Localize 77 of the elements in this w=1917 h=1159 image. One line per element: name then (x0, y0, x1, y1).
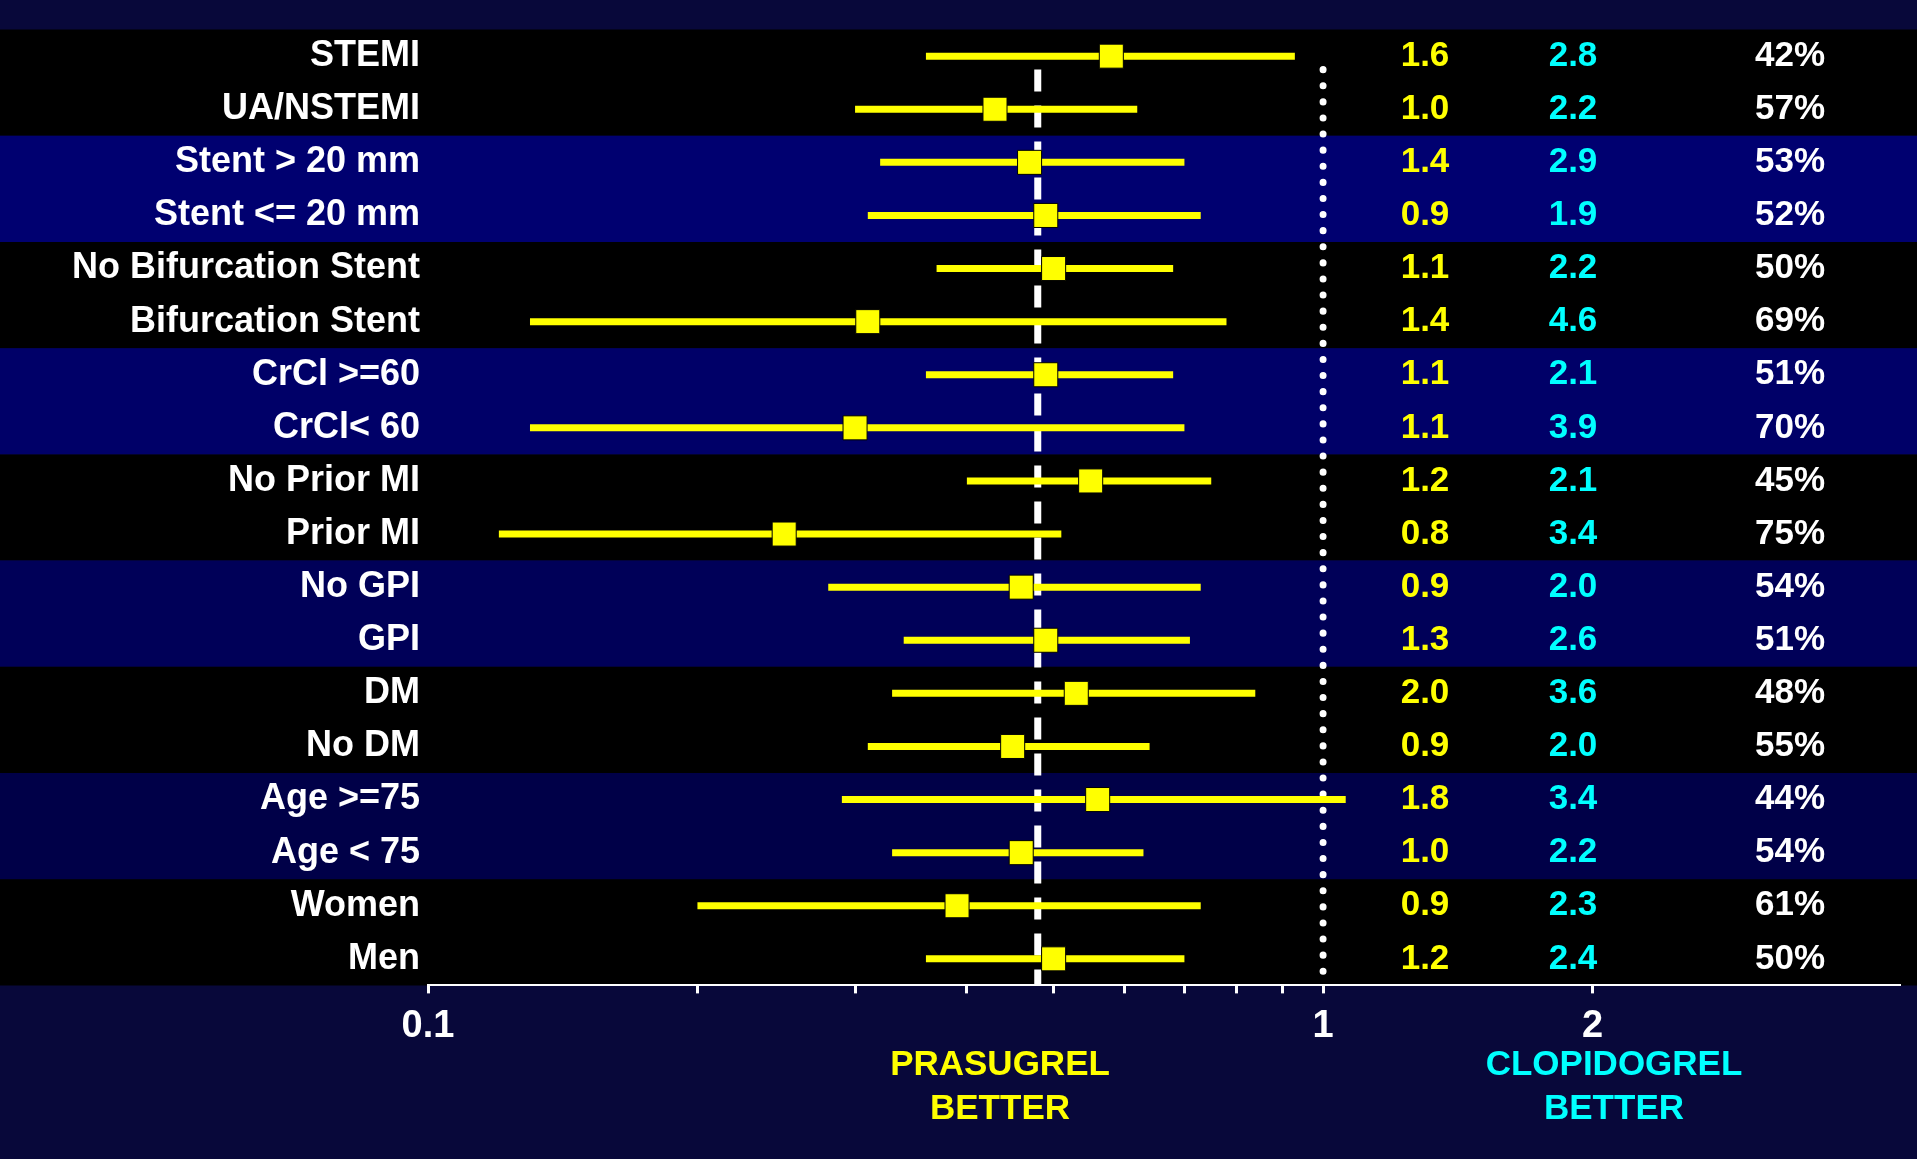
annotation: 2.2 (1548, 830, 1598, 870)
annotation: 54% (1754, 564, 1826, 604)
annotation: 54% (1754, 830, 1826, 870)
annotation: 42% (1754, 33, 1826, 73)
y-tick-label: No GPI (299, 564, 420, 606)
annotation: 48% (1754, 671, 1826, 711)
x-tick-label: 1 (1312, 1002, 1334, 1045)
annotation: 1.8 (1400, 777, 1450, 817)
annotation: 2.1 (1548, 458, 1598, 498)
annotation: 1.2 (1400, 458, 1450, 498)
annotation: 2.1 (1548, 352, 1598, 392)
annotation: 75% (1754, 511, 1826, 551)
annotation: 3.6 (1548, 671, 1598, 711)
y-tick-label: Age >=75 (259, 776, 420, 818)
annotation: 1.2 (1400, 936, 1450, 976)
annotation: 50% (1754, 246, 1826, 286)
y-tick-label: CrCl >=60 (251, 351, 420, 393)
annotation: 44% (1754, 777, 1826, 817)
annotation: 2.8 (1548, 33, 1598, 73)
annotation: 1.1 (1400, 352, 1450, 392)
annotation: 1.0 (1400, 86, 1450, 126)
y-tick-label: Stent > 20 mm (174, 139, 420, 181)
annotation: 2.0 (1400, 671, 1450, 711)
annotation: 2.6 (1548, 617, 1598, 657)
x-tick-label: 0.1 (401, 1002, 455, 1045)
annotation: 69% (1754, 299, 1826, 339)
annotation: 4.6 (1548, 299, 1598, 339)
y-tick-label: DM (364, 670, 420, 712)
annotation: 52% (1754, 193, 1826, 233)
y-tick-label: Age < 75 (270, 829, 420, 871)
y-tick-label: CrCl< 60 (272, 404, 420, 446)
y-tick-label: No DM (306, 723, 420, 765)
annotation: 1.1 (1400, 405, 1450, 445)
annotation: 51% (1754, 617, 1826, 657)
y-tick-label: Bifurcation Stent (129, 298, 420, 340)
annotation: 51% (1754, 352, 1826, 392)
annotation: 3.4 (1548, 777, 1598, 817)
annotation: 57% (1754, 86, 1826, 126)
annotation: 55% (1754, 724, 1826, 764)
annotation: 2.2 (1548, 246, 1598, 286)
annotation: 45% (1754, 458, 1826, 498)
annotation: 0.9 (1400, 724, 1450, 764)
y-tick-label: Prior MI (285, 510, 420, 552)
annotation: 1.4 (1400, 140, 1450, 180)
annotation: 2.0 (1548, 724, 1598, 764)
text: CLOPIDOGREL BETTER (1485, 1043, 1743, 1127)
y-tick-label: No Prior MI (227, 457, 420, 499)
y-tick-label: STEMI (309, 33, 420, 75)
y-tick-label: Men (348, 935, 420, 977)
annotation: 1.3 (1400, 617, 1450, 657)
y-tick-label: UA/NSTEMI (222, 86, 420, 128)
annotation: 0.9 (1400, 883, 1450, 923)
y-tick-label: Women (290, 882, 420, 924)
annotation: 1.4 (1400, 299, 1450, 339)
annotation: 2.4 (1548, 936, 1598, 976)
annotation: 50% (1754, 936, 1826, 976)
annotation: 1.9 (1548, 193, 1598, 233)
annotation: 0.8 (1400, 511, 1450, 551)
annotation: 70% (1754, 405, 1826, 445)
annotation: 0.9 (1400, 564, 1450, 604)
annotation: 3.4 (1548, 511, 1598, 551)
x-tick-label: 2 (1581, 1002, 1604, 1045)
annotation: 61% (1754, 883, 1826, 923)
annotation: 0.9 (1400, 193, 1450, 233)
annotation: 2.3 (1548, 883, 1598, 923)
annotation: 53% (1754, 140, 1826, 180)
y-tick-label: No Bifurcation Stent (72, 245, 421, 287)
annotation: 1.6 (1400, 33, 1450, 73)
annotation: 2.0 (1548, 564, 1598, 604)
y-tick-label: Stent <= 20 mm (153, 192, 420, 234)
annotation: 1.0 (1400, 830, 1450, 870)
y-tick-label: GPI (357, 617, 420, 659)
annotation: 2.9 (1548, 140, 1598, 180)
text: PRASUGREL BETTER (890, 1043, 1110, 1127)
annotation: 3.9 (1548, 405, 1598, 445)
annotation: 1.1 (1400, 246, 1450, 286)
annotation: 2.2 (1548, 86, 1598, 126)
